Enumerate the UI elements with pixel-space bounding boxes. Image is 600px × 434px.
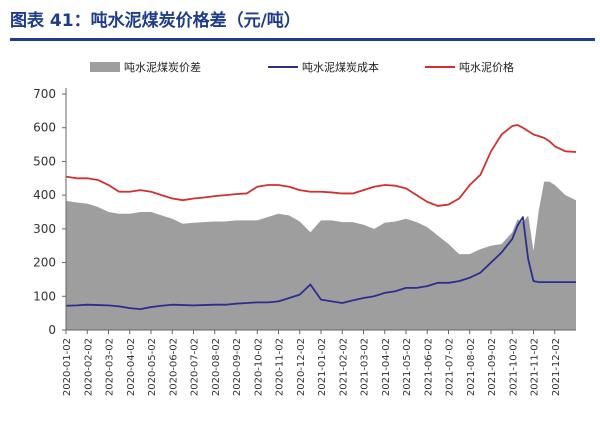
y-tick-label: 600 xyxy=(33,121,56,135)
y-tick-label: 300 xyxy=(33,222,56,236)
series-line-price xyxy=(65,124,577,207)
x-tick-label: 2021-05-02 xyxy=(402,338,413,396)
x-tick-label: 2021-03-02 xyxy=(360,338,371,396)
x-tick-label: 2021-01-02 xyxy=(317,338,328,396)
legend-swatch-cost xyxy=(268,66,298,68)
x-tick-label: 2020-05-02 xyxy=(147,338,158,396)
legend-swatch-price xyxy=(425,66,455,68)
legend-item-spread: 吨水泥煤炭价差 xyxy=(90,57,201,77)
x-tick-label: 2020-04-02 xyxy=(126,338,137,396)
x-tick-label: 2021-07-02 xyxy=(445,338,456,396)
x-tick-label: 2020-03-02 xyxy=(105,338,116,396)
series-area-spread xyxy=(66,181,576,330)
x-tick-label: 2021-10-02 xyxy=(508,338,519,396)
title-rule xyxy=(10,38,595,41)
x-tick-label: 2021-06-02 xyxy=(423,338,434,396)
series-line-cost xyxy=(65,216,576,310)
y-tick-label: 700 xyxy=(33,87,56,101)
x-tick-label: 2020-12-02 xyxy=(296,338,307,396)
legend-label-cost: 吨水泥煤炭成本 xyxy=(302,61,379,74)
x-tick-label: 2020-11-02 xyxy=(275,338,286,396)
legend-label-price: 吨水泥价格 xyxy=(459,61,514,74)
x-tick-label: 2020-08-02 xyxy=(211,338,222,396)
y-tick-label: 100 xyxy=(33,289,56,303)
legend-swatch-spread xyxy=(90,62,120,72)
x-tick-label: 2020-02-02 xyxy=(83,338,94,396)
x-tick-label: 2021-12-02 xyxy=(551,338,562,396)
legend: 吨水泥煤炭价差 吨水泥煤炭成本 吨水泥价格 xyxy=(90,57,570,77)
legend-item-price: 吨水泥价格 xyxy=(425,57,514,77)
x-tick-label: 2020-07-02 xyxy=(190,338,201,396)
x-tick-label: 2021-08-02 xyxy=(466,338,477,396)
x-tick-label: 2020-10-02 xyxy=(253,338,264,396)
y-tick-label: 400 xyxy=(33,188,56,202)
x-tick-label: 2020-01-02 xyxy=(62,338,73,396)
y-tick-label: 500 xyxy=(33,154,56,168)
x-tick-label: 2021-09-02 xyxy=(487,338,498,396)
x-tick-label: 2020-09-02 xyxy=(232,338,243,396)
y-tick-label: 0 xyxy=(48,323,56,337)
y-tick-label: 200 xyxy=(33,256,56,270)
x-tick-label: 2020-06-02 xyxy=(168,338,179,396)
legend-label-spread: 吨水泥煤炭价差 xyxy=(124,61,201,74)
x-tick-label: 2021-04-02 xyxy=(381,338,392,396)
legend-item-cost: 吨水泥煤炭成本 xyxy=(268,57,379,77)
x-tick-label: 2021-02-02 xyxy=(338,338,349,396)
x-tick-label: 2021-11-02 xyxy=(530,338,541,396)
chart-title: 图表 41：吨水泥煤炭价格差（元/吨） xyxy=(10,11,301,31)
